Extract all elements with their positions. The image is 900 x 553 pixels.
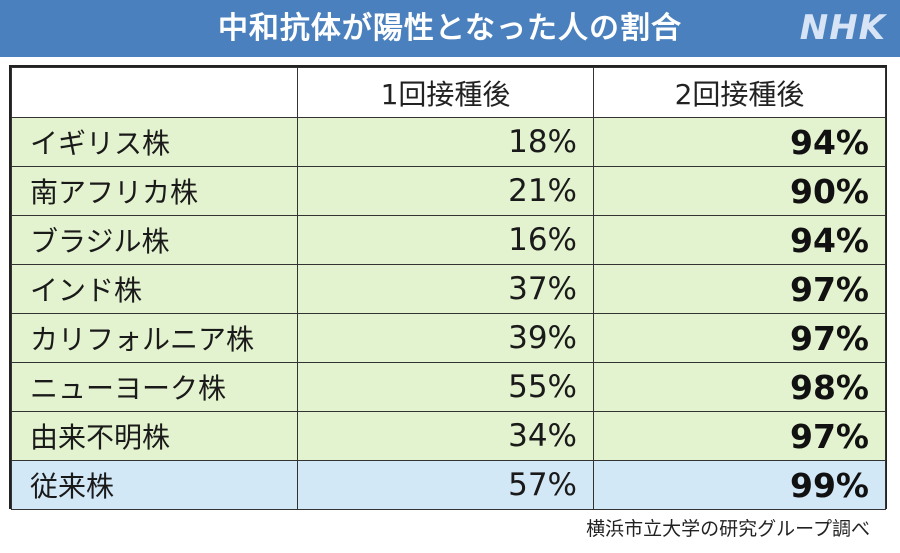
strain-name-cell: 由来不明株 — [11, 411, 298, 461]
table-row: インド株 37% 97% — [11, 264, 886, 314]
table-row: カリフォルニア株 39% 97% — [11, 313, 886, 363]
table-row: 由来不明株 34% 97% — [11, 411, 886, 461]
strain-name-cell: 従来株 — [11, 460, 298, 510]
dose2-value-cell: 94% — [593, 117, 886, 167]
table-row: 従来株 57% 99% — [11, 460, 886, 510]
chart-title: 中和抗体が陽性となった人の割合 — [217, 11, 683, 46]
table-body: イギリス株 18% 94% 南アフリカ株 21% 90% ブラジル株 16% 94% インド株 37… — [11, 117, 886, 510]
column-header-dose2: 2回接種後 — [593, 67, 886, 118]
table-row: イギリス株 18% 94% — [11, 117, 886, 167]
dose2-value-cell: 99% — [593, 460, 886, 510]
strain-name-cell: インド株 — [11, 264, 298, 314]
table-row: ブラジル株 16% 94% — [11, 215, 886, 265]
strain-name-cell: ブラジル株 — [11, 215, 298, 265]
dose1-value-cell: 16% — [297, 215, 594, 265]
dose2-value-cell: 97% — [593, 264, 886, 314]
data-table: 1回接種後 2回接種後 イギリス株 18% 94% 南アフリカ株 21% 90% ブラジル株… — [11, 67, 886, 510]
dose2-value-cell: 97% — [593, 411, 886, 461]
dose2-value-cell: 90% — [593, 166, 886, 216]
data-table-container: 1回接種後 2回接種後 イギリス株 18% 94% 南アフリカ株 21% 90% ブラジル株… — [9, 65, 887, 510]
strain-name-cell: カリフォルニア株 — [11, 313, 298, 363]
strain-name-cell: 南アフリカ株 — [11, 166, 298, 216]
dose1-value-cell: 37% — [297, 264, 594, 314]
dose1-value-cell: 34% — [297, 411, 594, 461]
strain-name-cell: イギリス株 — [11, 117, 298, 167]
dose1-value-cell: 18% — [297, 117, 594, 167]
title-bar — [0, 0, 900, 57]
dose1-value-cell: 55% — [297, 362, 594, 412]
column-header-dose1: 1回接種後 — [297, 67, 594, 118]
nhk-logo: NHK — [799, 8, 886, 48]
column-header-strain — [11, 67, 298, 118]
strain-name-cell: ニューヨーク株 — [11, 362, 298, 412]
table-header-row: 1回接種後 2回接種後 — [11, 67, 886, 118]
dose1-value-cell: 39% — [297, 313, 594, 363]
dose2-value-cell: 97% — [593, 313, 886, 363]
table-row: ニューヨーク株 55% 98% — [11, 362, 886, 412]
source-note: 横浜市立大学の研究グループ調べ — [586, 518, 870, 540]
dose2-value-cell: 98% — [593, 362, 886, 412]
table-row: 南アフリカ株 21% 90% — [11, 166, 886, 216]
dose1-value-cell: 21% — [297, 166, 594, 216]
dose1-value-cell: 57% — [297, 460, 594, 510]
dose2-value-cell: 94% — [593, 215, 886, 265]
